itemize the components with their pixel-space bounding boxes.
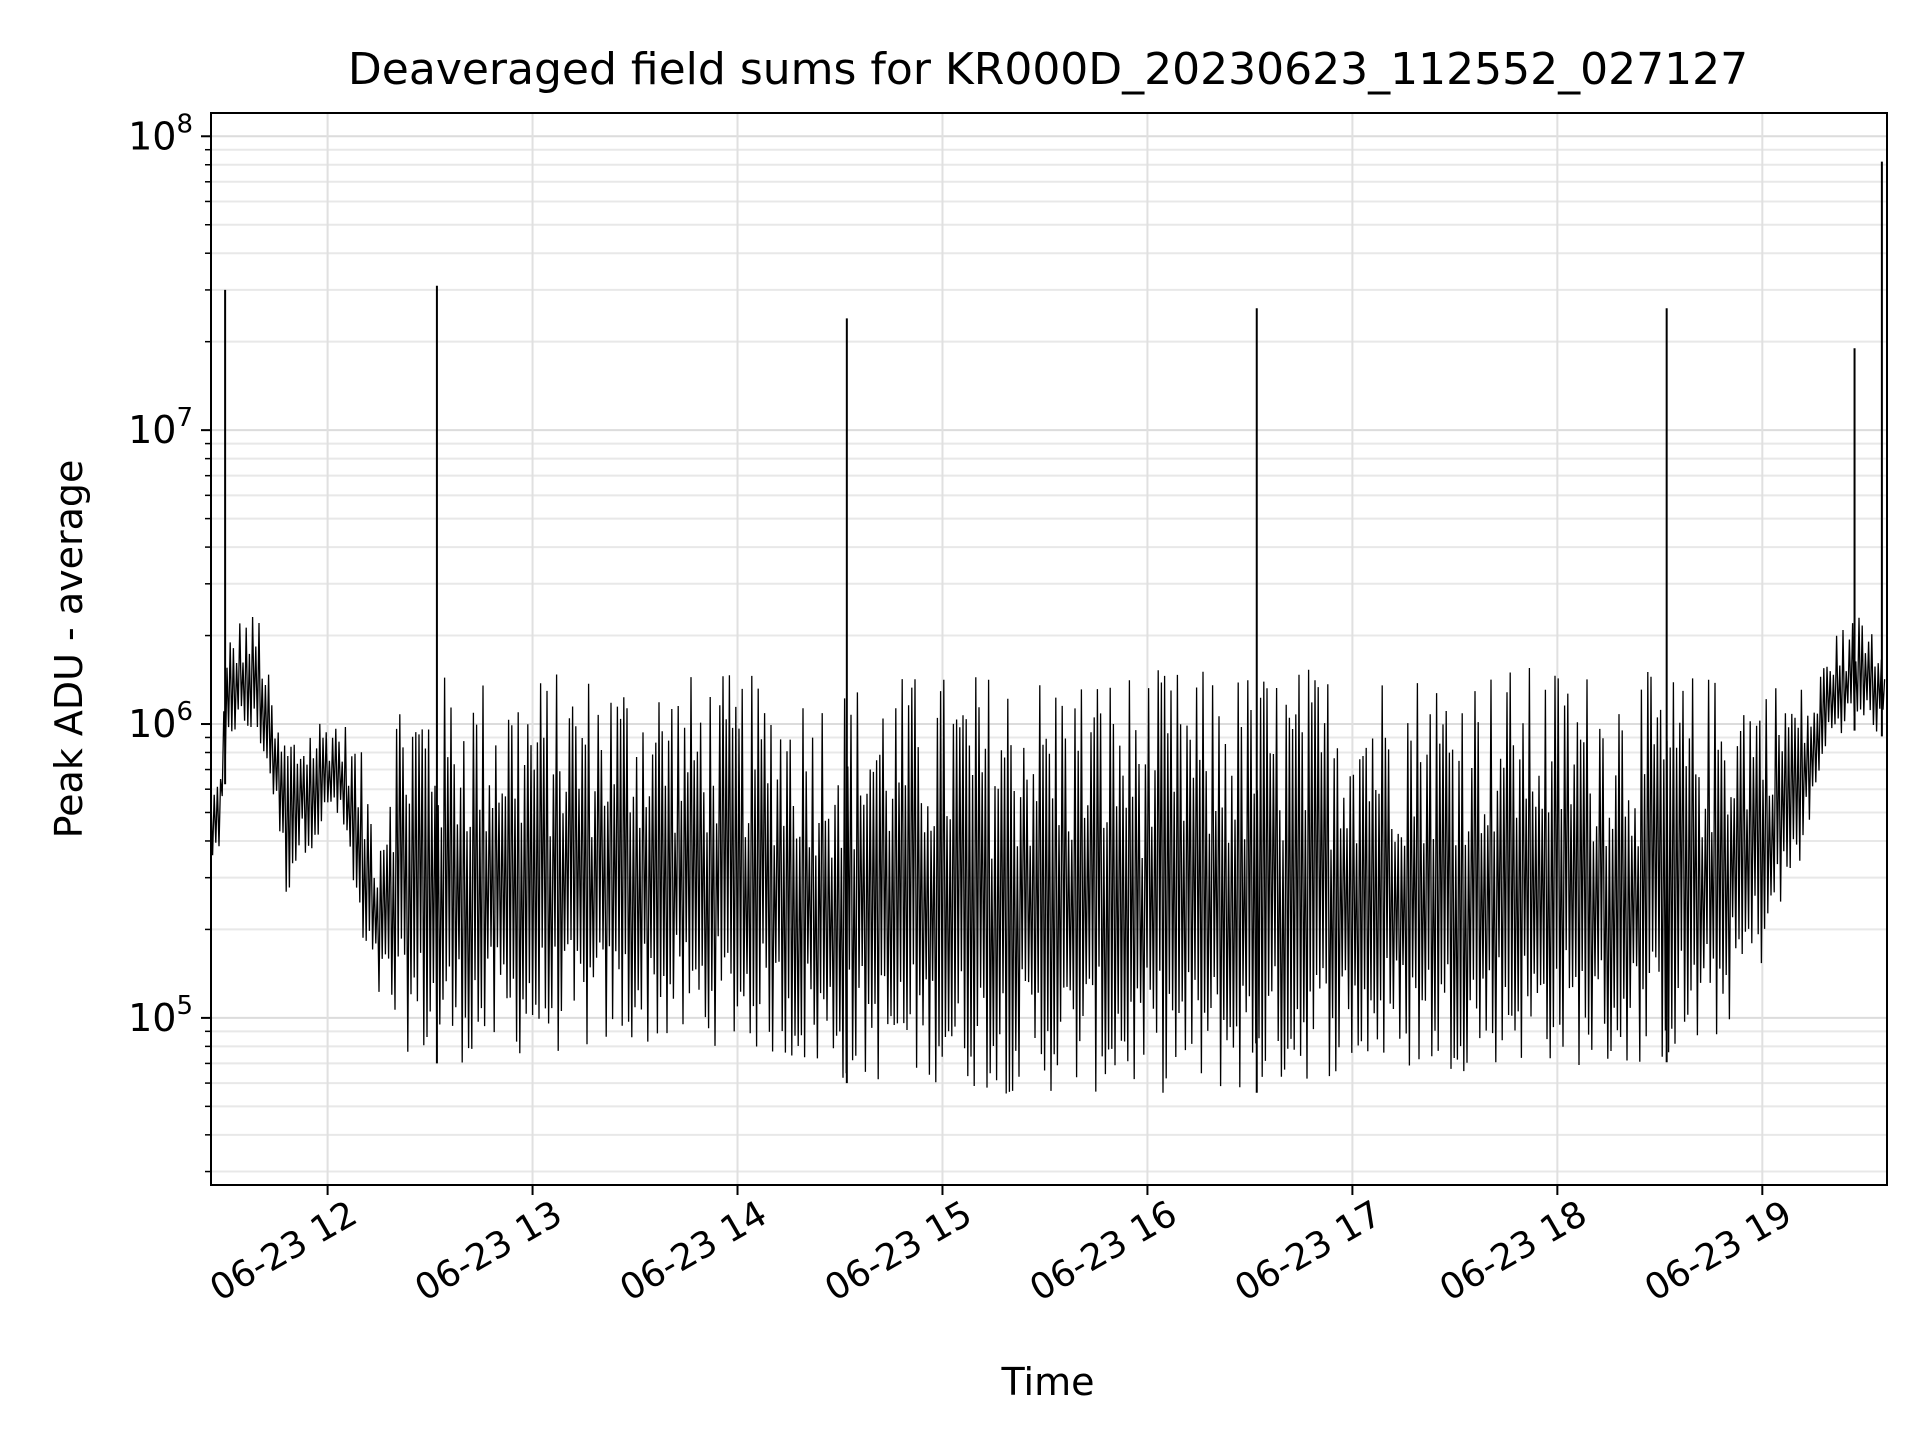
data-line <box>210 616 1886 1094</box>
x-tick-label: 06-23 16 <box>1023 1193 1184 1309</box>
x-tick-label: 06-23 18 <box>1433 1193 1594 1309</box>
y-tick-label: 105 <box>128 991 193 1040</box>
y-axis-label: Peak ADU - average <box>47 460 91 839</box>
x-axis-label: Time <box>1001 1360 1095 1404</box>
x-tick-label: 06-23 19 <box>1638 1193 1799 1309</box>
y-tick-label: 107 <box>128 403 193 452</box>
y-axis: 105 106 107 108 <box>128 109 211 1173</box>
chart-title: Deaveraged field sums for KR000D_2023062… <box>348 44 1748 95</box>
x-tick-label: 06-23 15 <box>818 1193 979 1309</box>
plot-frame <box>210 112 1888 1186</box>
data-series <box>210 161 1886 1094</box>
y-tick-label: 108 <box>128 109 193 158</box>
y-tick-label: 106 <box>128 697 193 746</box>
x-tick-label: 06-23 17 <box>1228 1193 1389 1309</box>
x-tick-label: 06-23 13 <box>408 1193 569 1309</box>
x-axis: 06-23 12 06-23 13 06-23 14 06-23 15 06-23 16… <box>203 1185 1799 1310</box>
x-tick-label: 06-23 12 <box>203 1193 364 1309</box>
x-tick-label: 06-23 14 <box>613 1193 774 1309</box>
